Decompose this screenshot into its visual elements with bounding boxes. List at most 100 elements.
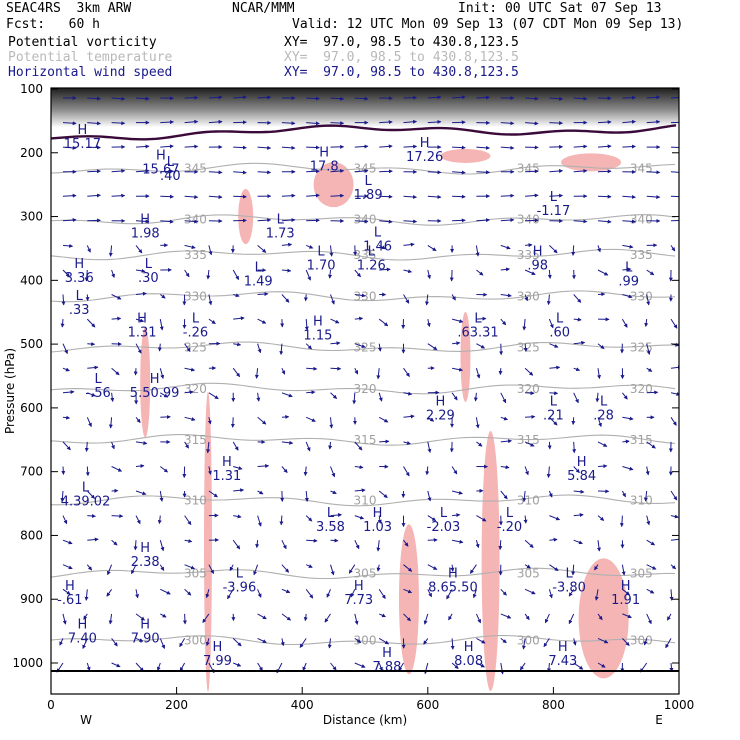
wind-vector [597,269,609,276]
wind-vector [354,96,369,101]
wind-vector [135,96,150,101]
wind-vector [378,392,383,402]
pv-contour [51,124,677,141]
wind-vector [207,466,212,475]
wind-vector [135,416,141,424]
wind-vector [281,367,286,375]
wind-vector [257,662,263,672]
wind-vector [111,539,118,546]
extremum-value: 3.58 [316,520,345,535]
extremum-kind: L [506,506,514,521]
wind-vector [622,119,636,124]
wind-vector [670,195,679,198]
wind-vector [549,515,561,521]
wind-vector [233,170,247,175]
wind-vector [500,416,509,421]
wind-vector [208,194,223,199]
theta-contour [51,567,676,580]
wind-vector [257,218,272,223]
wind-vector [61,466,66,475]
wind-vector [498,368,503,376]
wind-vector [232,269,240,281]
wind-vector [207,417,212,425]
wind-vector [111,638,118,647]
wind-vector [156,662,161,672]
x-tick-label: 600 [416,698,439,712]
x-tick-label: 0 [47,698,55,712]
wind-vector [597,245,601,253]
wind-vector [376,564,381,572]
wind-vector [475,613,481,624]
wind-vector [257,343,262,354]
wind-vector [476,441,483,447]
theta-contour-label: 310 [630,493,653,507]
theta-contour [51,341,675,353]
wind-vector [524,588,536,595]
extremum-kind: L [145,257,153,272]
wind-vector [476,218,491,223]
extremum-value: 1.91 [611,593,640,608]
wind-vector [159,368,165,380]
wind-vector [62,588,71,595]
wind-vector [670,146,679,149]
pv-shade-region [481,430,500,691]
wind-vector [160,194,174,199]
extremum-value: 8.08 [454,654,483,669]
extremum-kind: H [558,640,568,655]
wind-vector [86,417,92,428]
wind-vector [451,318,464,323]
wind-vector [423,613,429,625]
wind-vector [597,169,612,174]
wind-vector [184,119,199,124]
wind-vector [571,417,576,426]
wind-vector [233,316,245,321]
wind-vector [281,121,296,126]
wind-vector [646,515,651,526]
extremum-value: .99 [618,274,639,289]
wind-vector [596,540,601,552]
wind-vector [306,193,320,198]
wind-vector [305,269,311,281]
wind-vector [354,168,369,173]
extremum-kind: H [382,646,392,661]
wind-vector [184,390,194,395]
extremum-kind: L [625,260,633,275]
wind-vector [670,365,679,370]
wind-vector [546,466,551,479]
wind-vector [403,414,415,419]
wind-vector [427,194,442,199]
extremum-value: -1.17 [537,204,571,219]
wind-vector [135,318,145,323]
extremum-value: 1.31 [212,469,241,484]
theta-contour-label: 335 [630,248,653,262]
wind-vector [646,170,661,175]
wind-vector [476,170,491,175]
wind-vector [449,269,454,282]
wind-vector [670,564,677,570]
wind-vector [159,466,169,473]
pv-shade-region [204,391,212,692]
wind-vector [62,613,67,625]
extremum-kind: L [600,394,608,409]
wind-vector [257,515,262,527]
wind-vector [476,515,487,522]
theta-contour-label: 325 [517,340,540,354]
x-axis-label: Distance (km) [323,713,407,727]
extremum-kind: H [74,257,84,272]
wind-vector [62,515,68,525]
wind-vector [330,193,345,198]
extremum-kind: H [373,506,383,521]
wind-vector-layer [56,95,679,675]
theta-contour-label: 315 [184,433,207,447]
wind-vector [452,367,464,372]
x-tick-label: 1000 [664,698,695,712]
theta-contour-label: 345 [630,162,653,176]
extremum-kind: H [156,149,166,164]
extremum-value: 1.73 [266,227,295,242]
wind-vector [86,245,91,253]
wind-vector [425,466,430,476]
wind-vector [62,441,71,451]
wind-vector [424,294,429,306]
extremum-value: 5.50.99 [130,386,180,401]
wind-vector [547,269,552,279]
